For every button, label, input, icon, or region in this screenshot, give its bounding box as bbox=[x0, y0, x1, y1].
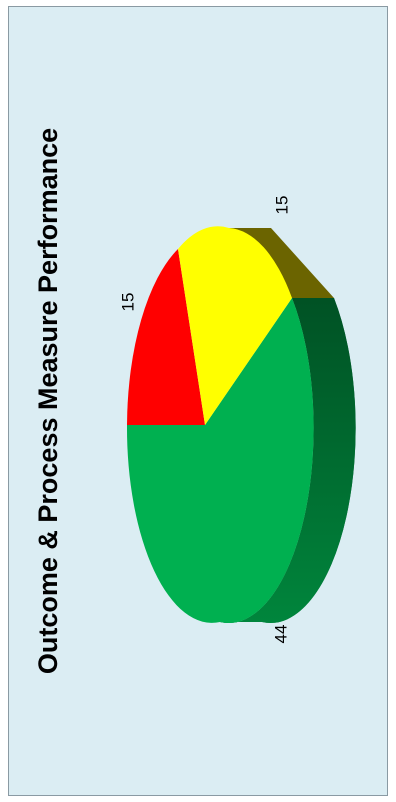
pie-top bbox=[126, 226, 314, 624]
data-label-slice-2: 15 bbox=[118, 293, 137, 312]
pie-side-edge bbox=[220, 298, 356, 624]
data-label-slice-3: 15 bbox=[272, 196, 291, 215]
pie-slice-red bbox=[127, 249, 205, 425]
pie-slice-yellow bbox=[178, 226, 292, 425]
pie-slice-outcome bbox=[126, 298, 314, 624]
data-label-slice-1: 44 bbox=[271, 625, 290, 644]
chart-title: Outcome & Process Measure Performance bbox=[33, 128, 63, 674]
